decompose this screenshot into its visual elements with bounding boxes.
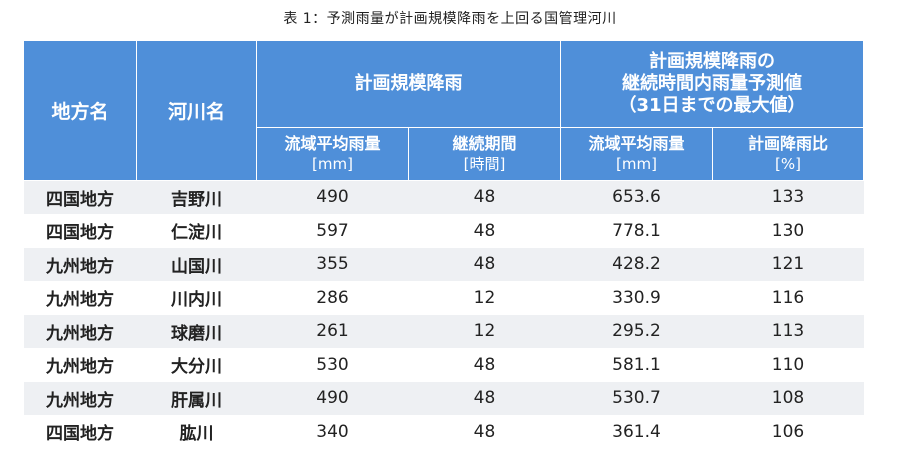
forecast-mm-cell: 530.7	[560, 381, 713, 416]
header-river: 河川名	[136, 40, 257, 181]
header-duration-label: 継続期間	[452, 134, 517, 153]
table-row: 四国地方 吉野川 490 48 653.6 133	[23, 180, 864, 215]
planned-mm-cell: 355	[256, 247, 409, 282]
planned-mm-cell: 530	[256, 348, 409, 382]
river-cell: 吉野川	[136, 180, 257, 215]
duration-cell: 48	[408, 180, 561, 215]
region-cell: 四国地方	[23, 214, 137, 248]
ratio-cell: 110	[712, 348, 864, 382]
ratio-cell: 106	[712, 415, 864, 449]
river-cell: 球磨川	[136, 314, 257, 349]
region-cell: 四国地方	[23, 415, 137, 449]
header-region: 地方名	[23, 40, 137, 181]
header-forecast-basin-avg: 流域平均雨量 [mm]	[560, 127, 713, 181]
table-row: 九州地方 肝属川 490 48 530.7 108	[23, 381, 864, 416]
header-forecast-line1: 計画規模降雨の	[649, 51, 775, 72]
ratio-cell: 116	[712, 281, 864, 315]
duration-cell: 48	[408, 348, 561, 382]
river-cell: 山国川	[136, 247, 257, 282]
region-cell: 九州地方	[23, 314, 137, 349]
table-caption: 表 1：予測雨量が計画規模降雨を上回る国管理河川	[283, 11, 617, 27]
ratio-cell: 133	[712, 180, 864, 215]
header-basin-avg: 流域平均雨量 [mm]	[256, 127, 409, 181]
forecast-mm-cell: 428.2	[560, 247, 713, 282]
forecast-mm-cell: 581.1	[560, 348, 713, 382]
table-row: 四国地方 肱川 340 48 361.4 106	[23, 415, 864, 449]
river-cell: 大分川	[136, 348, 257, 382]
header-forecast-line2: 継続時間内雨量予測値	[622, 73, 802, 94]
header-forecast-basin-avg-label: 流域平均雨量	[588, 134, 685, 153]
duration-cell: 48	[408, 381, 561, 416]
header-planned-rain: 計画規模降雨	[256, 40, 561, 128]
header-forecast-line3: （31日までの最大値）	[618, 95, 806, 116]
river-cell: 仁淀川	[136, 214, 257, 248]
ratio-cell: 121	[712, 247, 864, 282]
header-duration: 継続期間 [時間]	[408, 127, 561, 181]
duration-cell: 12	[408, 281, 561, 315]
duration-cell: 48	[408, 214, 561, 248]
forecast-mm-cell: 361.4	[560, 415, 713, 449]
river-cell: 川内川	[136, 281, 257, 315]
river-cell: 肝属川	[136, 381, 257, 416]
header-basin-avg-unit: [mm]	[312, 155, 353, 173]
duration-cell: 48	[408, 247, 561, 282]
planned-mm-cell: 490	[256, 180, 409, 215]
table-row: 九州地方 山国川 355 48 428.2 121	[23, 247, 864, 282]
header-basin-avg-label: 流域平均雨量	[284, 134, 381, 153]
planned-mm-cell: 597	[256, 214, 409, 248]
planned-mm-cell: 261	[256, 314, 409, 349]
table-row: 九州地方 川内川 286 12 330.9 116	[23, 281, 864, 315]
region-cell: 九州地方	[23, 281, 137, 315]
ratio-cell: 130	[712, 214, 864, 248]
table-row: 四国地方 仁淀川 597 48 778.1 130	[23, 214, 864, 248]
header-forecast-group: 計画規模降雨の 継続時間内雨量予測値 （31日までの最大値）	[560, 40, 864, 128]
duration-cell: 48	[408, 415, 561, 449]
header-ratio: 計画降雨比 [%]	[712, 127, 864, 181]
ratio-cell: 108	[712, 381, 864, 416]
header-row-sub: 流域平均雨量 [mm] 継続期間 [時間] 流域平均雨量 [mm] 計画降雨比 …	[24, 127, 864, 181]
header-forecast-basin-avg-unit: [mm]	[616, 155, 657, 173]
forecast-mm-cell: 653.6	[560, 180, 713, 215]
planned-mm-cell: 286	[256, 281, 409, 315]
forecast-mm-cell: 295.2	[560, 314, 713, 349]
header-ratio-unit: [%]	[775, 155, 801, 173]
forecast-mm-cell: 778.1	[560, 214, 713, 248]
header-ratio-label: 計画降雨比	[747, 134, 828, 153]
region-cell: 四国地方	[23, 180, 137, 215]
forecast-mm-cell: 330.9	[560, 281, 713, 315]
table-row: 九州地方 大分川 530 48 581.1 110	[23, 348, 864, 382]
planned-mm-cell: 490	[256, 381, 409, 416]
river-rainfall-table: 地方名 河川名 計画規模降雨 計画規模降雨の 継続時間内雨量予測値 （31日まで…	[23, 40, 864, 449]
region-cell: 九州地方	[23, 247, 137, 282]
header-duration-unit: [時間]	[463, 155, 506, 173]
region-cell: 九州地方	[23, 348, 137, 382]
duration-cell: 12	[408, 314, 561, 349]
river-cell: 肱川	[136, 415, 257, 449]
table-row: 九州地方 球磨川 261 12 295.2 113	[23, 314, 864, 349]
planned-mm-cell: 340	[256, 415, 409, 449]
header-row-top: 地方名 河川名 計画規模降雨 計画規模降雨の 継続時間内雨量予測値 （31日まで…	[23, 40, 864, 181]
region-cell: 九州地方	[23, 381, 137, 416]
ratio-cell: 113	[712, 314, 864, 349]
